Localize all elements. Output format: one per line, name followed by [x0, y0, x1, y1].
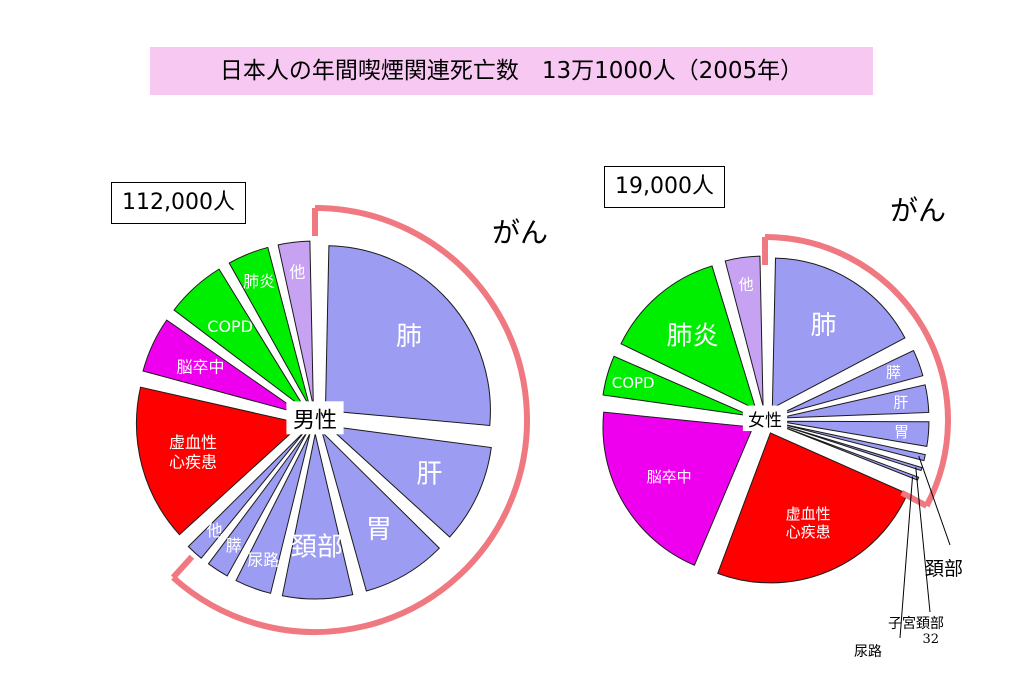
cancer-group-label: がん — [890, 194, 946, 227]
pie-slice — [778, 384, 930, 419]
slice-label: 他 — [289, 262, 305, 281]
pie-slice — [777, 349, 924, 416]
pie-slice — [187, 430, 306, 559]
slice-label: 他 — [739, 276, 754, 294]
callout-line — [899, 476, 914, 639]
center-label: 男性 — [293, 409, 337, 434]
pie-slice — [717, 432, 909, 584]
cancer-bracket — [764, 234, 951, 508]
pie-slice — [235, 432, 311, 594]
slice-label: 肝 — [416, 459, 442, 489]
slice-label: 頚部 — [291, 532, 343, 562]
center-label-bg — [286, 401, 344, 435]
slice-label: 脳卒中 — [177, 357, 225, 376]
cancer-bracket-end — [900, 490, 928, 509]
slice-label: 虚血性心疾患 — [169, 433, 217, 471]
pie-slice — [136, 386, 303, 536]
cancer-group-label: がん — [492, 216, 548, 249]
slice-label: 胃 — [366, 515, 392, 545]
slice-label: 脳卒中 — [647, 468, 692, 486]
slice-label: 膵 — [226, 536, 242, 555]
slice-label: 他 — [207, 521, 223, 540]
female-total-label: 19,000人 — [604, 166, 725, 208]
pie-slice — [778, 423, 923, 472]
slice-label: 肝 — [893, 393, 908, 411]
slice-label: 肺 — [396, 322, 422, 352]
page-number: 32 — [922, 632, 939, 647]
pie-slice — [778, 420, 930, 448]
slice-label: COPD — [207, 317, 253, 336]
pie-slice — [281, 433, 354, 600]
pie-slice — [173, 268, 307, 411]
slice-label: 尿路 — [247, 551, 279, 570]
cancer-bracket — [171, 205, 530, 635]
callout-label: 頚部 — [925, 558, 963, 580]
slice-label: 肺炎 — [667, 321, 719, 351]
center-label-bg — [742, 405, 788, 432]
slice-label: 肺 — [810, 311, 836, 341]
callout-label: 子宮頚部 — [888, 616, 944, 632]
pie-slice — [277, 240, 314, 407]
pie-slice — [778, 422, 926, 462]
pie-slice — [142, 319, 303, 415]
slice-label: 虚血性心疾患 — [786, 505, 831, 541]
pie-slice — [602, 411, 754, 566]
slice-label: 胃 — [894, 423, 909, 441]
callout-line — [918, 456, 951, 546]
pie-slice — [777, 424, 920, 481]
pie-slice — [326, 425, 492, 538]
pie-slice — [620, 265, 757, 411]
callout-label: 尿路 — [854, 644, 882, 660]
pie-slice — [207, 431, 308, 577]
callout-line — [915, 467, 931, 613]
pie-slice — [321, 430, 441, 592]
pie-slice — [228, 246, 311, 408]
male-total-label: 112,000人 — [111, 182, 246, 224]
slice-label: 膵 — [886, 364, 901, 382]
slice-label: 肺炎 — [243, 272, 275, 291]
pie-slice — [771, 257, 906, 409]
pie-slice — [724, 255, 764, 407]
slice-label: COPD — [612, 374, 655, 392]
center-label: 女性 — [748, 411, 782, 431]
cancer-bracket-end — [170, 554, 195, 580]
pie-slice — [602, 355, 752, 417]
page-title: 日本人の年間喫煙関連死亡数 13万1000人（2005年） — [150, 47, 873, 95]
pie-slice — [324, 245, 491, 426]
